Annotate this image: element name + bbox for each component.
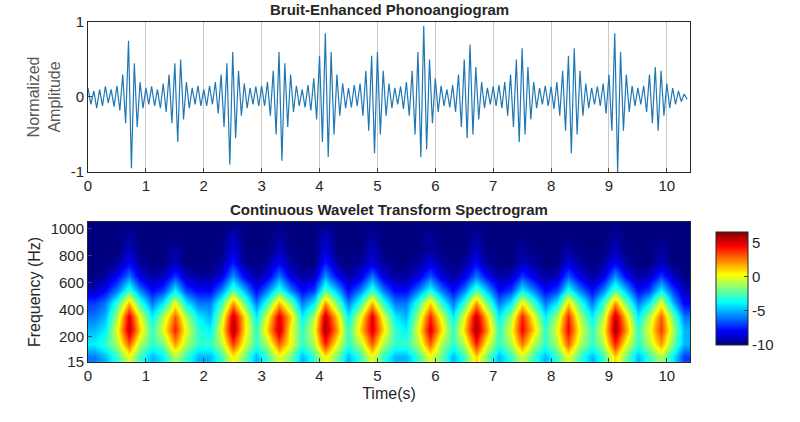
svg-text:1: 1 — [142, 177, 150, 194]
svg-text:-5: -5 — [752, 302, 765, 319]
svg-text:6: 6 — [431, 367, 439, 384]
svg-text:9: 9 — [605, 367, 613, 384]
svg-text:Time(s): Time(s) — [362, 385, 416, 402]
svg-text:8: 8 — [547, 367, 555, 384]
svg-text:600: 600 — [59, 274, 84, 291]
svg-text:0: 0 — [752, 268, 760, 285]
svg-text:9: 9 — [605, 177, 613, 194]
svg-text:5: 5 — [752, 234, 760, 251]
svg-text:1: 1 — [142, 367, 150, 384]
svg-text:2: 2 — [200, 177, 208, 194]
svg-text:0: 0 — [84, 177, 92, 194]
svg-text:Continuous Wavelet Transform S: Continuous Wavelet Transform Spectrogram — [230, 201, 548, 218]
svg-text:10: 10 — [659, 177, 676, 194]
svg-text:4: 4 — [315, 177, 323, 194]
svg-text:3: 3 — [257, 367, 265, 384]
svg-text:800: 800 — [59, 247, 84, 264]
svg-text:7: 7 — [489, 367, 497, 384]
svg-text:4: 4 — [315, 367, 323, 384]
svg-text:0: 0 — [84, 367, 92, 384]
svg-text:0: 0 — [76, 88, 84, 105]
svg-text:400: 400 — [59, 301, 84, 318]
svg-text:1: 1 — [76, 13, 84, 30]
svg-text:10: 10 — [659, 367, 676, 384]
svg-text:Frequency (Hz): Frequency (Hz) — [26, 237, 43, 347]
svg-text:200: 200 — [59, 328, 84, 345]
svg-text:3: 3 — [257, 177, 265, 194]
svg-text:8: 8 — [547, 177, 555, 194]
svg-text:15: 15 — [67, 353, 84, 370]
svg-text:5: 5 — [373, 177, 381, 194]
svg-text:2: 2 — [200, 367, 208, 384]
svg-text:Bruit-Enhanced Phonoangiogram: Bruit-Enhanced Phonoangiogram — [270, 1, 509, 18]
svg-text:6: 6 — [431, 177, 439, 194]
svg-text:-1: -1 — [71, 163, 84, 180]
svg-text:1000: 1000 — [51, 220, 84, 237]
svg-text:5: 5 — [373, 367, 381, 384]
svg-text:NormalizedAmplitude: NormalizedAmplitude — [25, 57, 63, 138]
svg-text:-10: -10 — [752, 336, 774, 353]
svg-text:7: 7 — [489, 177, 497, 194]
